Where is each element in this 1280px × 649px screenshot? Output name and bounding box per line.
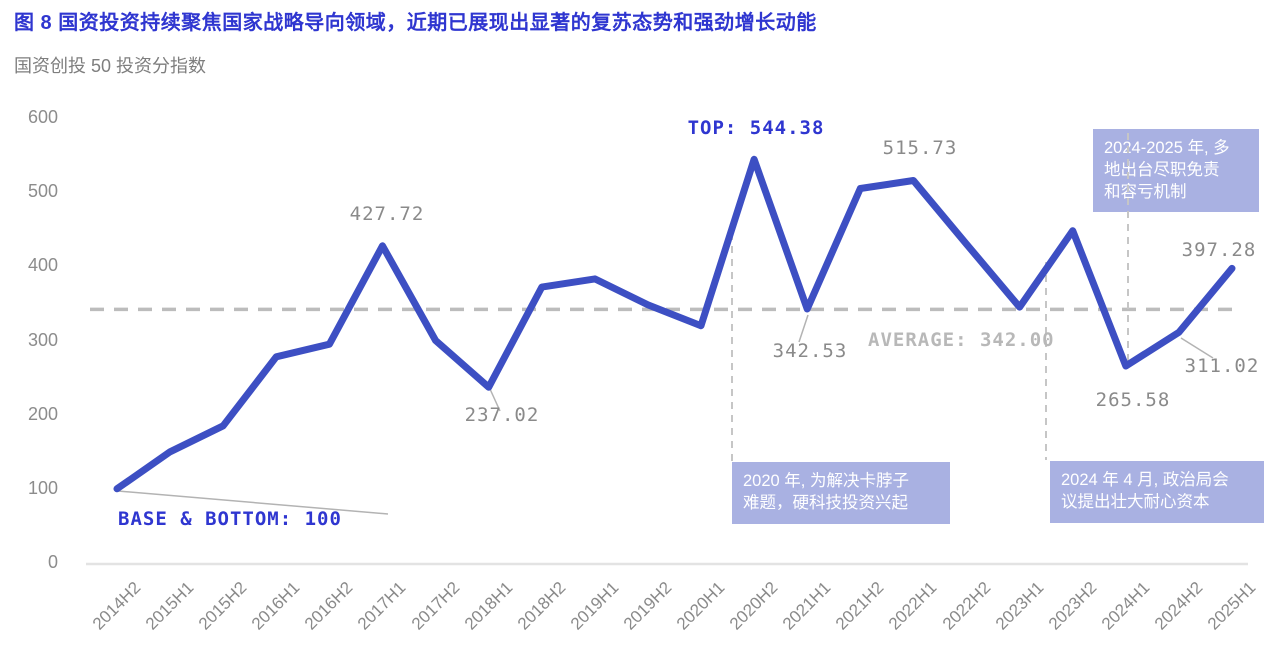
annotation-value-2022h1: 515.73 bbox=[882, 137, 958, 159]
y-tick-label: 500 bbox=[27, 181, 58, 202]
y-tick-label: 0 bbox=[47, 552, 58, 572]
y-tick-label: 300 bbox=[27, 329, 58, 350]
annotation-top: TOP: 544.38 bbox=[687, 117, 825, 139]
index-line bbox=[113, 155, 1236, 493]
annotation-value-2024h1: 265.58 bbox=[1095, 389, 1171, 411]
figure-title: 图 8 国资投资持续聚焦国家战略导向领域，近期已展现出显著的复苏态势和强劲增长动… bbox=[14, 12, 817, 34]
annotation-value-2018h1: 237.02 bbox=[464, 404, 540, 426]
leader-line-2 bbox=[798, 314, 809, 343]
y-tick-label: 600 bbox=[27, 107, 58, 127]
callout-2020-hard-tech: 2020 年, 为解决卡脖子 难题，硬科技投资兴起 bbox=[732, 462, 950, 524]
annotation-value-2021h1: 342.53 bbox=[772, 340, 848, 362]
callout-2024-patient-capital: 2024 年 4 月, 政治局会 议提出壮大耐心资本 bbox=[1050, 461, 1264, 523]
y-tick-label: 100 bbox=[27, 477, 58, 498]
annotation-value-2017h1: 427.72 bbox=[349, 203, 425, 225]
figure-subtitle: 国资创投 50 投资分指数 bbox=[14, 56, 207, 76]
annotation-value-2024h2: 311.02 bbox=[1184, 355, 1260, 377]
annotation-average: AVERAGE: 342.00 bbox=[868, 329, 1055, 351]
y-tick-label: 200 bbox=[27, 403, 58, 424]
annotation-base-bottom: BASE & BOTTOM: 100 bbox=[118, 508, 342, 530]
callout-2024-2025-policy: 2024-2025 年, 多 地出台尽职免责 和容亏机制 bbox=[1093, 129, 1259, 213]
y-tick-label: 400 bbox=[27, 255, 58, 276]
annotation-value-2025h1: 397.28 bbox=[1181, 239, 1257, 261]
